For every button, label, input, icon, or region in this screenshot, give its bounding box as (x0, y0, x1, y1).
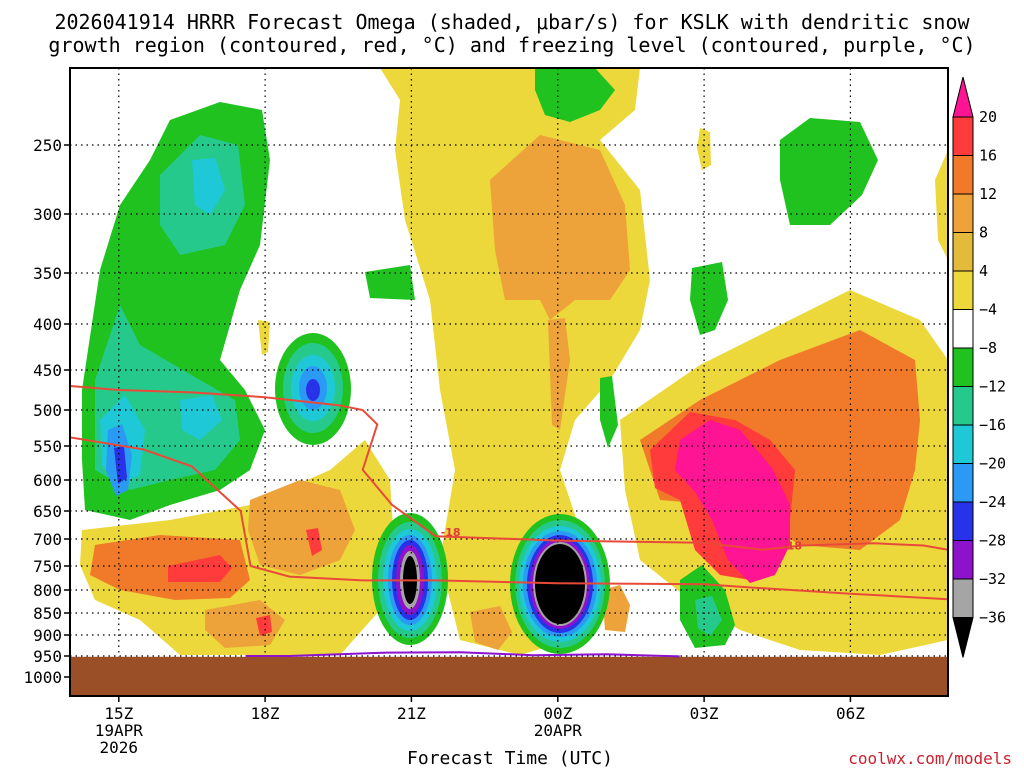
contour-lines: -18 -18 (70, 385, 948, 658)
dgz-label-1: -18 (441, 526, 461, 539)
colorbar-label-1: 16 (979, 147, 997, 165)
x-tick-label-15Z: 15Z (104, 704, 133, 723)
colorbar-swatch-9 (952, 424, 974, 464)
colorbar-swatch-11 (952, 501, 974, 541)
colorbar-label-12: −32 (979, 570, 1006, 588)
colorbar-label-10: −24 (979, 493, 1006, 511)
freezing-level-0C-contour (245, 651, 680, 658)
colorbar-label-8: −16 (979, 416, 1006, 434)
y-tick-label-700: 700 (33, 530, 62, 549)
omega-cell-19z-navy (306, 379, 320, 401)
x-tick-date-15Z: 19APR (95, 721, 144, 740)
y-tick-label-950: 950 (33, 647, 62, 666)
omega-region-red-left-a (168, 555, 232, 582)
omega-region-yellow-small-2 (697, 128, 711, 170)
colorbar-swatch-5 (952, 270, 974, 310)
y-tick-label-300: 300 (33, 205, 62, 224)
omega-region-red-left-c (256, 615, 272, 636)
omega-region-cyan-small (180, 395, 222, 440)
omega-region-orange-small-b (470, 606, 512, 650)
omega-region-cyan-upper (192, 158, 225, 215)
omega-region-green-small-a (365, 265, 415, 300)
y-tick-label-850: 850 (33, 604, 62, 623)
omega-region-orange-stem (548, 318, 570, 430)
colorbar-label-3: 8 (979, 224, 988, 242)
colorbar: 20 16 12 8 4 −4 −8 −12 −16 −20 −24 −28 −32 −36 (952, 76, 1006, 658)
omega-region-green-small-c (600, 376, 618, 448)
y-tick-label-350: 350 (33, 264, 62, 283)
omega-region-yellow-small-1 (258, 320, 270, 355)
colorbar-label-0: 20 (979, 108, 997, 126)
y-tick-label-550: 550 (33, 437, 62, 456)
colorbar-label-2: 12 (979, 185, 997, 203)
colorbar-swatch-top (952, 76, 974, 118)
y-tick-label-250: 250 (33, 136, 62, 155)
omega-region-green-upper-right (780, 118, 878, 225)
colorbar-swatch-bottom (952, 617, 974, 658)
colorbar-label-4: 4 (979, 262, 988, 280)
omega-region-green-small-b (690, 262, 728, 335)
below-ground-band (70, 656, 948, 696)
credit-label: coolwx.com/models (848, 749, 1012, 768)
colorbar-swatch-7 (952, 347, 974, 387)
colorbar-swatch-13 (952, 578, 974, 618)
x-tick-label-18Z: 18Z (251, 704, 280, 723)
axes: 250 300 350 400 450 500 550 600 650 700 750 800 850 9… (23, 136, 865, 757)
y-tick-label-1000: 1000 (23, 668, 62, 687)
y-tick-label-500: 500 (33, 401, 62, 420)
x-tick-year-15Z: 2026 (100, 738, 139, 757)
y-tick-label-650: 650 (33, 502, 62, 521)
omega-shaded-field (80, 68, 948, 655)
x-tick-label-06Z: 06Z (836, 704, 865, 723)
omega-region-yellow-small-3 (935, 150, 948, 260)
omega-region-green-top (535, 68, 615, 122)
x-tick-label-03Z: 03Z (690, 704, 719, 723)
colorbar-swatch-4 (952, 232, 974, 272)
colorbar-label-5: −4 (979, 301, 997, 319)
y-tick-label-400: 400 (33, 315, 62, 334)
colorbar-swatch-10 (952, 463, 974, 503)
omega-region-magenta-core (675, 420, 790, 583)
chart-title-line-1: 2026041914 HRRR Forecast Omega (shaded, … (54, 10, 970, 34)
colorbar-label-11: −28 (979, 532, 1006, 550)
plot-frame (69, 67, 949, 697)
omega-region-red-left-b (306, 528, 322, 556)
x-tick-date-00Z: 20APR (534, 721, 583, 740)
y-tick-label-450: 450 (33, 361, 62, 380)
dgz-upper-contour (70, 385, 948, 551)
colorbar-label-9: −20 (979, 455, 1006, 473)
colorbar-label-7: −12 (979, 378, 1006, 396)
x-axis-label: Forecast Time (UTC) (407, 748, 613, 768)
colorbar-swatch-6 (952, 309, 974, 349)
colorbar-label-6: −8 (979, 339, 997, 357)
colorbar-swatch-12 (952, 540, 974, 580)
colorbar-swatch-8 (952, 386, 974, 426)
colorbar-swatch-3 (952, 193, 974, 233)
omega-region-teal-lower (695, 596, 722, 636)
omega-region-orange-mid (248, 480, 355, 575)
colorbar-swatch-2 (952, 155, 974, 195)
dgz-lower-contour (70, 436, 948, 601)
x-tick-label-00Z: 00Z (543, 704, 572, 723)
y-tick-label-750: 750 (33, 557, 62, 576)
omega-region-navy-left (114, 446, 127, 484)
colorbar-label-13: −36 (979, 609, 1006, 627)
colorbar-swatch-1 (952, 116, 974, 156)
omega-region-orange-central (490, 135, 630, 320)
dgz-label-2: -18 (782, 540, 802, 553)
y-tick-label-600: 600 (33, 471, 62, 490)
chart-title-line-2: growth region (contoured, red, °C) and f… (48, 33, 975, 57)
x-tick-label-21Z: 21Z (397, 704, 426, 723)
y-tick-label-900: 900 (33, 626, 62, 645)
y-tick-label-800: 800 (33, 581, 62, 600)
